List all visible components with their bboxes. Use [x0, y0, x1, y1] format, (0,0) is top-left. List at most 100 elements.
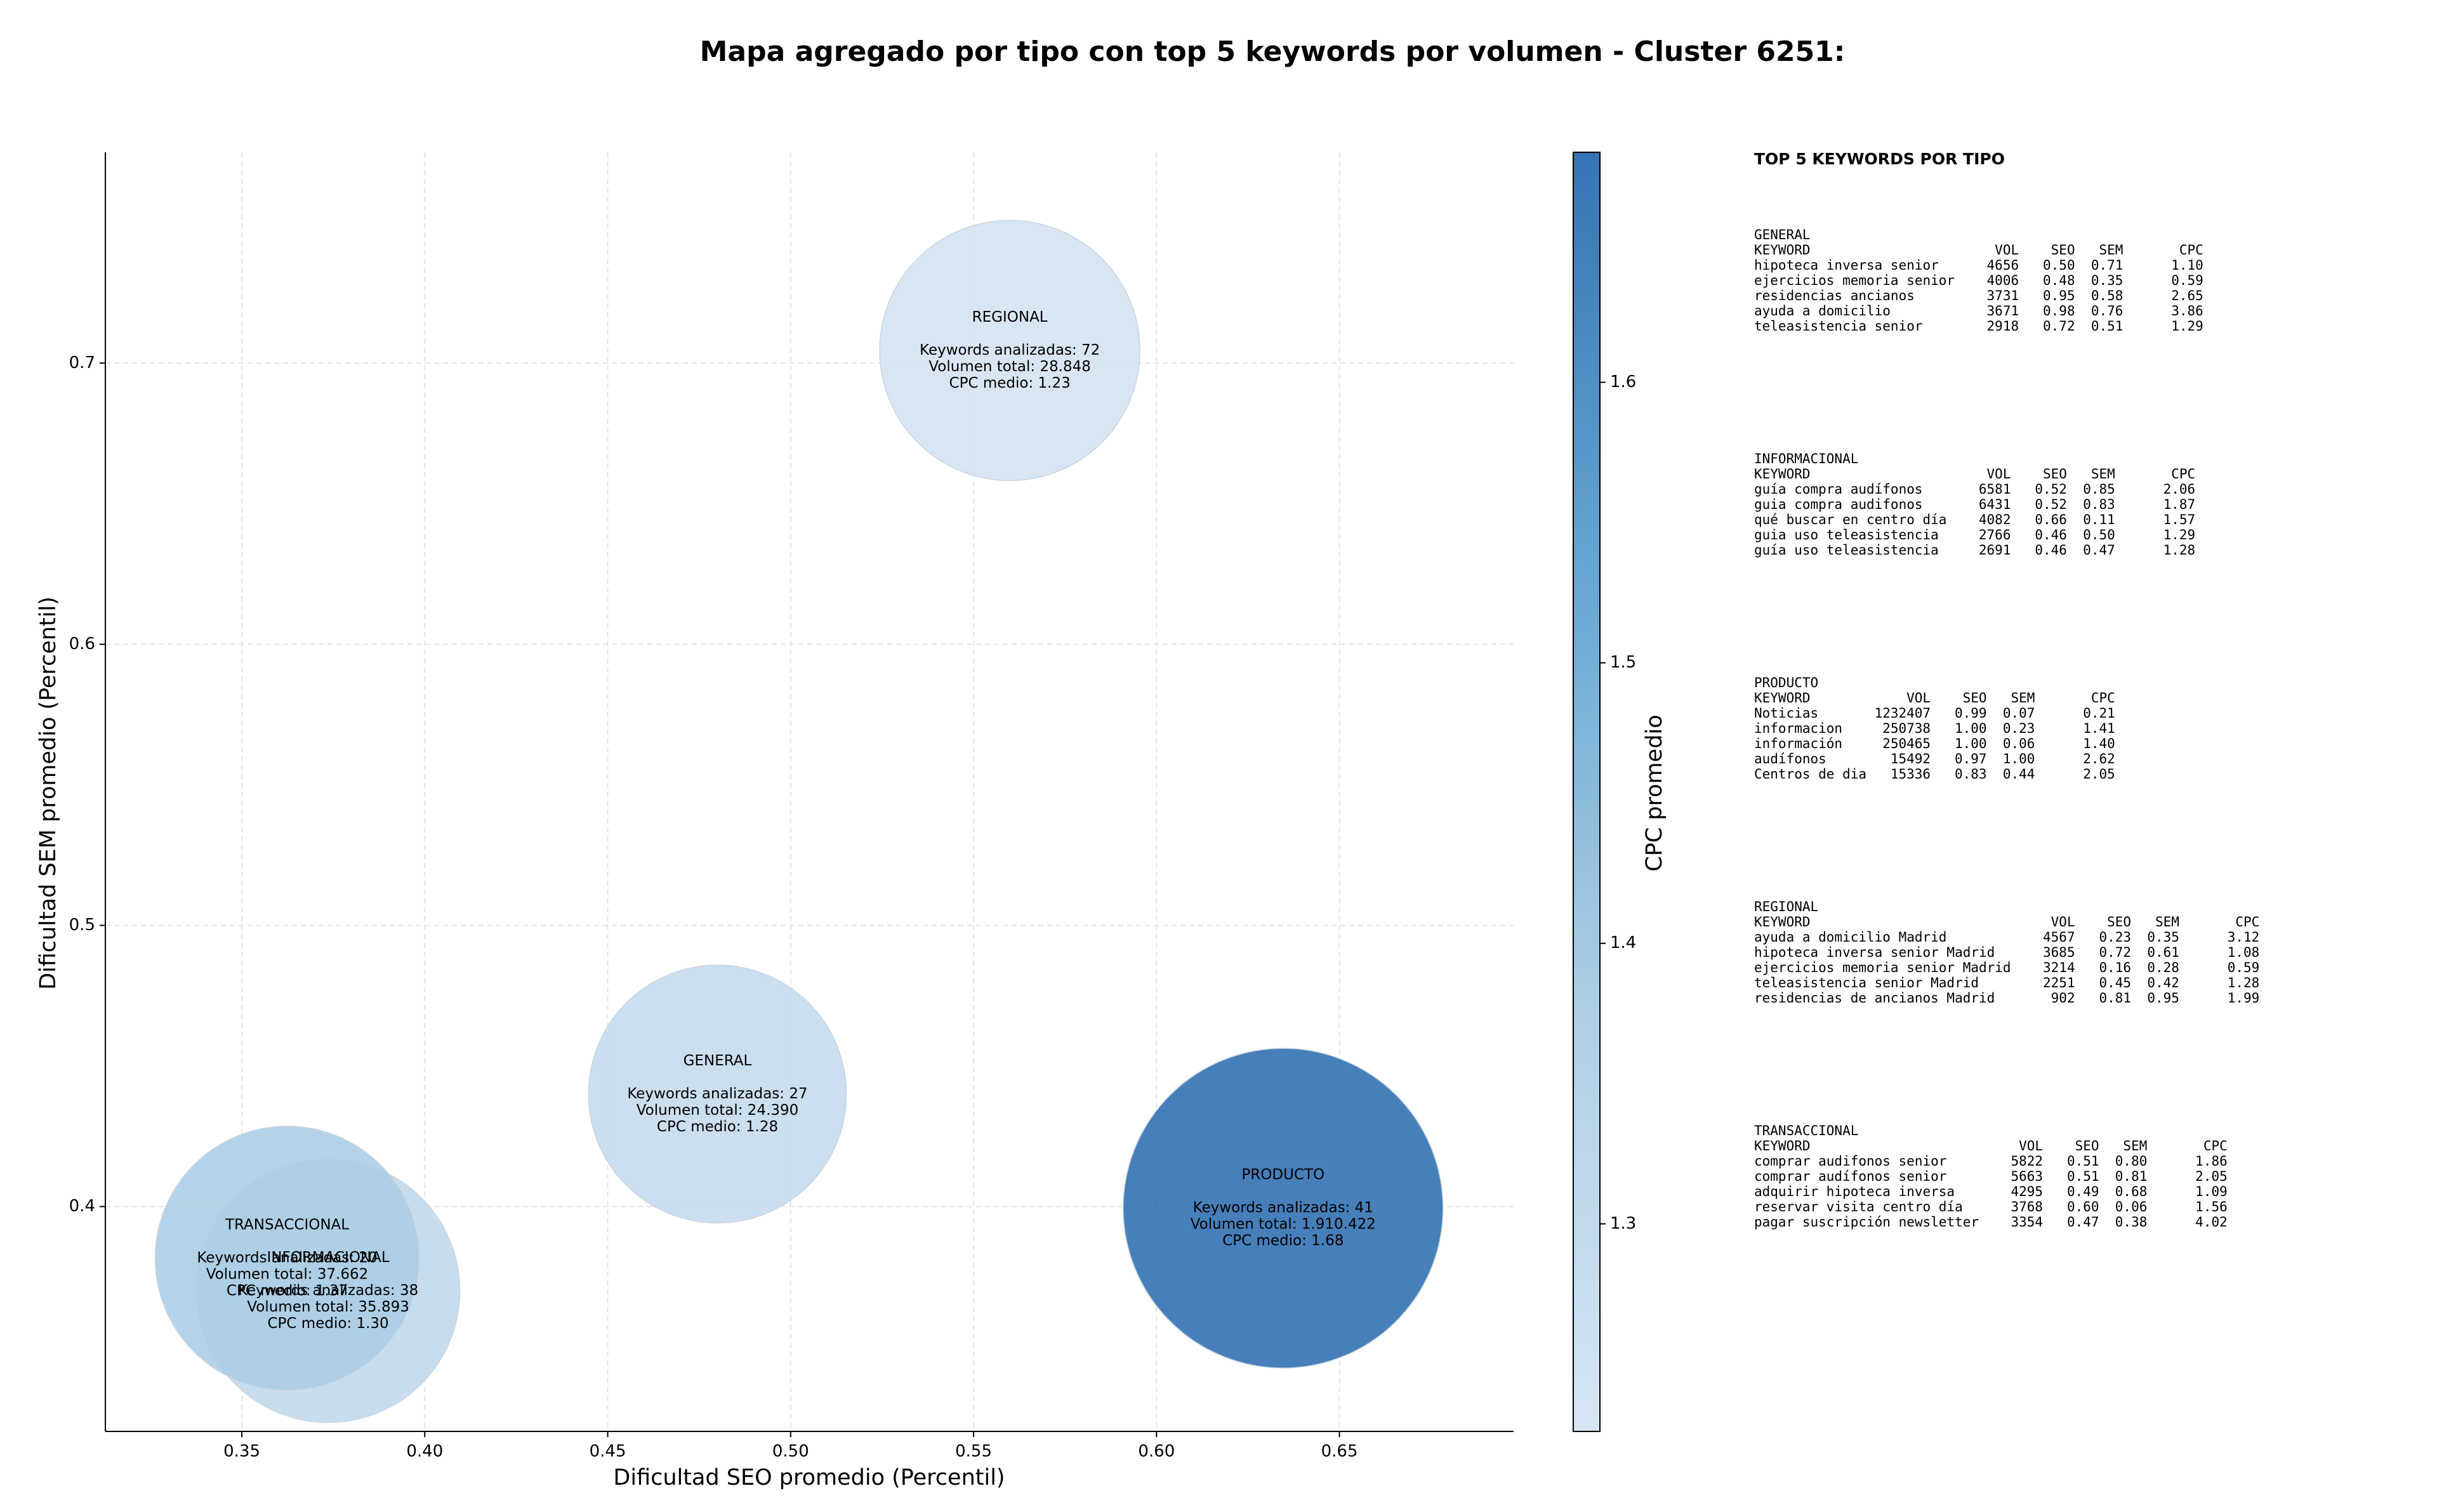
table-cell: 0.28 — [2147, 960, 2179, 975]
y-tick-label: 0.5 — [69, 916, 95, 935]
table-cell: 1.00 — [2003, 751, 2035, 766]
table-cell: 0.50 — [2083, 527, 2115, 542]
bubble-name: PRODUCTO — [1241, 1167, 1324, 1183]
bubble-annotation: Keywords analizadas: 27 — [627, 1086, 807, 1102]
table-cell: 6431 — [1979, 497, 2011, 512]
table-cell: 2766 — [1979, 527, 2011, 542]
table-cell: información — [1754, 736, 1842, 751]
bubble-annotation: CPC medio: 1.37 — [227, 1283, 348, 1299]
table-cell: residencias ancianos — [1754, 288, 1915, 303]
table-cell: 5822 — [2011, 1154, 2043, 1169]
table-cell: 0.46 — [2035, 542, 2067, 558]
table-cell: 0.07 — [2003, 706, 2035, 721]
table-cell: 0.76 — [2091, 303, 2123, 319]
table-cell: 3354 — [2011, 1214, 2043, 1230]
table-cell: 15492 — [1891, 751, 1931, 766]
table-cell: ayuda a domicilio — [1754, 303, 1891, 319]
group-name: PRODUCTO — [1754, 675, 1818, 690]
column-header: SEO — [2107, 914, 2131, 930]
group-name: GENERAL — [1754, 227, 1811, 242]
table-cell: 0.42 — [2147, 975, 2179, 990]
x-tick-label: 0.50 — [772, 1442, 809, 1461]
table-cell: guia uso teleasistencia — [1754, 527, 1939, 542]
table-cell: 0.71 — [2091, 258, 2123, 273]
table-cell: 0.83 — [2083, 497, 2115, 512]
table-cell: 3214 — [2043, 960, 2075, 975]
table-cell: guía uso teleasistencia — [1754, 542, 1939, 558]
table-cell: 0.16 — [2099, 960, 2132, 975]
table-cell: 15336 — [1891, 766, 1931, 782]
table-cell: 4567 — [2043, 930, 2075, 945]
bubble — [154, 1126, 420, 1391]
bubble-name: GENERAL — [684, 1053, 752, 1069]
bubble-annotation: Volumen total: 28.848 — [928, 358, 1091, 375]
table-cell: 0.95 — [2147, 990, 2179, 1006]
table-cell: 0.47 — [2067, 1214, 2099, 1230]
table-cell: pagar suscripción newsletter — [1754, 1214, 1979, 1230]
colorbar-tick-label: 1.5 — [1610, 653, 1636, 672]
table-cell: 3671 — [1987, 303, 2019, 319]
column-header: KEYWORD — [1754, 466, 1811, 482]
table-cell: 0.52 — [2035, 497, 2067, 512]
table-cell: ejercicios memoria senior — [1754, 273, 1955, 288]
table-cell: 0.81 — [2099, 990, 2132, 1006]
colorbar-label: CPC promedio — [1642, 714, 1667, 871]
y-tick-label: 0.4 — [69, 1197, 95, 1216]
table-cell: 1.87 — [2163, 497, 2196, 512]
table-cell: ejercicios memoria senior Madrid — [1754, 960, 2011, 975]
y-axis-label: Dificultad SEM promedio (Percentil) — [36, 596, 61, 990]
table-cell: 0.59 — [2228, 960, 2260, 975]
table-cell: comprar audifonos senior — [1754, 1154, 1946, 1169]
table-cell: hipoteca inversa senior Madrid — [1754, 945, 1995, 960]
table-cell: 0.38 — [2115, 1214, 2148, 1230]
column-header: SEO — [2075, 1138, 2099, 1154]
column-header: SEM — [2123, 1138, 2147, 1154]
bubble-name: INFORMACIONAL — [267, 1249, 390, 1266]
table-cell: adquirir hipoteca inversa — [1754, 1184, 1955, 1199]
table-cell: 4656 — [1987, 258, 2019, 273]
table-cell: 0.61 — [2147, 945, 2179, 960]
column-header: SEO — [1963, 690, 1987, 706]
table-cell: 0.72 — [2099, 945, 2132, 960]
bubble-annotation: CPC medio: 1.68 — [1222, 1233, 1344, 1249]
column-header: VOL — [2019, 1138, 2043, 1154]
table-cell: 0.46 — [2035, 527, 2067, 542]
table-cell: 0.72 — [2043, 319, 2075, 334]
table-cell: comprar audífonos senior — [1754, 1169, 1946, 1184]
colorbar-tick-label: 1.6 — [1610, 372, 1636, 391]
x-tick-label: 0.65 — [1321, 1442, 1358, 1461]
table-cell: guía compra audífonos — [1754, 482, 1923, 497]
table-cell: 0.60 — [2067, 1199, 2099, 1214]
table-cell: 2691 — [1979, 542, 2011, 558]
group-name: INFORMACIONAL — [1754, 451, 1858, 466]
bubble-name: TRANSACCIONAL — [225, 1217, 349, 1233]
table-cell: 0.51 — [2067, 1154, 2099, 1169]
table-cell: 0.51 — [2091, 319, 2123, 334]
column-header: SEM — [2099, 242, 2123, 258]
bubble-annotation: Keywords analizadas: 38 — [238, 1282, 418, 1299]
table-cell: 0.51 — [2067, 1169, 2099, 1184]
column-header: KEYWORD — [1754, 690, 1811, 706]
table-cell: 1.29 — [2163, 527, 2196, 542]
x-tick-label: 0.40 — [406, 1442, 443, 1461]
table-cell: 250738 — [1882, 721, 1931, 736]
colorbar-tick-label: 1.3 — [1610, 1214, 1636, 1233]
column-header: VOL — [1987, 466, 2011, 482]
column-header: KEYWORD — [1754, 1138, 1811, 1154]
table-cell: 0.58 — [2091, 288, 2123, 303]
table-cell: 1.57 — [2163, 512, 2196, 527]
table-cell: 0.95 — [2043, 288, 2075, 303]
table-cell: 1.10 — [2171, 258, 2203, 273]
table-cell: 3685 — [2043, 945, 2075, 960]
x-tick-label: 0.45 — [590, 1442, 626, 1461]
table-cell: 0.83 — [1955, 766, 1987, 782]
x-tick-label: 0.35 — [223, 1442, 260, 1461]
table-cell: 1.41 — [2083, 721, 2115, 736]
table-cell: 0.23 — [2003, 721, 2035, 736]
table-cell: 0.45 — [2099, 975, 2132, 990]
table-cell: 0.21 — [2083, 706, 2115, 721]
table-cell: 0.06 — [2003, 736, 2035, 751]
column-header: CPC — [2203, 1138, 2228, 1154]
bubble — [1123, 1048, 1444, 1369]
table-cell: 0.35 — [2091, 273, 2123, 288]
